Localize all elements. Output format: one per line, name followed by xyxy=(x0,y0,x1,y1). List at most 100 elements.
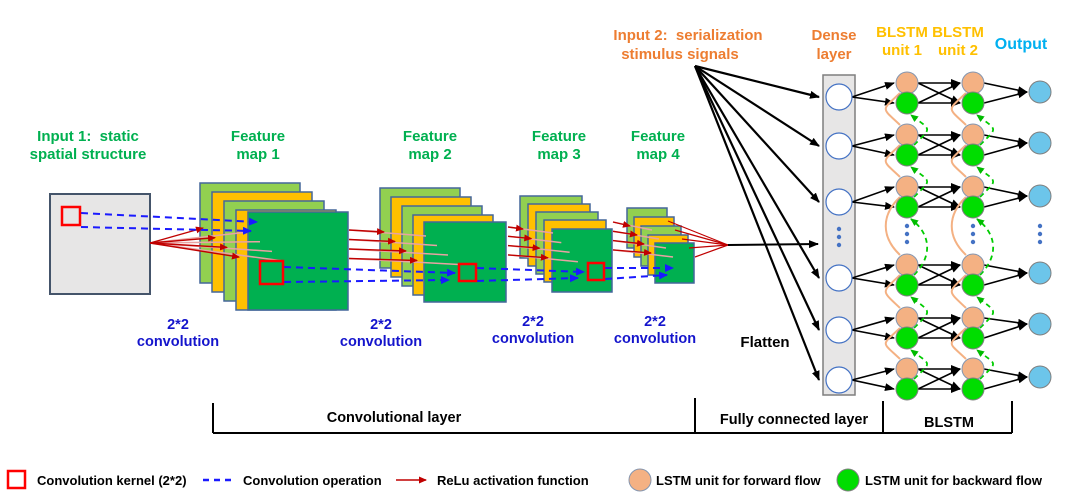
connection-arrow xyxy=(917,134,961,156)
backward-flow-arc xyxy=(910,349,929,380)
dense-layer-label-line1: Dense xyxy=(811,27,856,44)
forward-flow-arc xyxy=(884,144,901,178)
backward-lstm-node xyxy=(895,273,919,297)
legend-backward-lstm-swatch-icon xyxy=(836,468,860,492)
backward-flow-arc xyxy=(910,166,929,198)
connection-arrow xyxy=(851,82,895,98)
relu-arrow xyxy=(507,224,524,232)
relu-arrow xyxy=(348,237,396,245)
ellipsis-dot xyxy=(970,231,976,237)
connection-arrow xyxy=(917,317,961,339)
ellipsis-dot xyxy=(904,239,910,245)
input1-label-line1: Input 1: static xyxy=(37,128,139,145)
forward-flow-arc xyxy=(950,274,967,309)
blstm-unit1-label-line1: BLSTM xyxy=(876,24,928,41)
input2-arrow xyxy=(694,65,820,203)
flatten-line xyxy=(681,238,729,246)
conv-section-graphics xyxy=(49,182,819,311)
connection-arrow xyxy=(851,145,895,158)
ellipsis-dot xyxy=(970,239,976,245)
backward-flow-arc xyxy=(976,349,995,380)
blstm-unit1-label-line2: unit 1 xyxy=(882,42,922,59)
relu-arrow xyxy=(348,247,407,255)
input2-label-line1: Input 2: serialization xyxy=(613,27,762,44)
legend-backward-lstm-label: LSTM unit for backward flow xyxy=(865,473,1043,488)
convolution-kernel xyxy=(586,261,606,282)
backward-lstm-node xyxy=(961,91,985,115)
backward-lstm-node xyxy=(961,143,985,167)
connection-arrow xyxy=(917,186,961,208)
feature-map-1-label-line2: map 1 xyxy=(236,146,279,163)
connection-arrow xyxy=(917,82,961,104)
connection-arrow xyxy=(983,271,1028,286)
input2-arrow xyxy=(694,65,820,147)
connection-arrow xyxy=(983,322,1028,339)
forward-flow-arc xyxy=(950,144,967,178)
input2-arrow xyxy=(694,64,820,99)
backward-lstm-node xyxy=(961,195,985,219)
feature-map-1-label-line1: Feature xyxy=(231,128,285,145)
forward-flow-arc xyxy=(950,196,967,256)
relu-arrow xyxy=(507,234,533,242)
output-node xyxy=(1028,131,1052,155)
feature-map-2-front-sheet xyxy=(423,221,507,303)
ellipsis-dot xyxy=(1037,239,1043,245)
dense-node xyxy=(825,264,853,292)
flatten-line xyxy=(688,244,729,249)
output-node xyxy=(1028,80,1052,104)
output-node xyxy=(1028,261,1052,285)
convolution-operation-line xyxy=(476,274,579,283)
convolution-kernel xyxy=(258,259,285,286)
input2-label-line2: stimulus signals xyxy=(621,46,739,63)
input2-arrow xyxy=(694,65,820,279)
connection-arrow xyxy=(983,317,1028,327)
forward-flow-arc xyxy=(884,92,901,126)
ellipsis-dot xyxy=(904,231,910,237)
backward-lstm-node xyxy=(895,91,919,115)
connection-arrow xyxy=(983,141,1028,156)
backward-lstm-node xyxy=(961,377,985,401)
flatten-line xyxy=(667,220,729,246)
ellipsis-dot xyxy=(836,242,842,248)
relu-arrow xyxy=(612,248,652,256)
conv-label-4-line2: convolution xyxy=(614,331,696,347)
connection-arrow xyxy=(851,186,895,203)
backward-flow-arc xyxy=(910,114,929,146)
relu-line xyxy=(149,240,261,244)
forward-lstm-node xyxy=(895,175,919,199)
convolution-kernel xyxy=(60,205,82,227)
backward-lstm-node xyxy=(895,143,919,167)
ellipsis-dot xyxy=(836,234,842,240)
connection-arrow xyxy=(983,90,1028,104)
relu-arrow xyxy=(612,230,638,238)
connection-arrow xyxy=(983,194,1028,208)
backward-flow-arc xyxy=(976,296,995,329)
ellipsis-dot xyxy=(836,226,842,232)
forward-flow-arc xyxy=(950,92,967,126)
connection-arrow xyxy=(851,316,895,331)
legend-relu-label: ReLu activation function xyxy=(437,473,589,488)
relu-arrow xyxy=(149,242,228,251)
forward-lstm-node xyxy=(961,253,985,277)
dense-layer-label-line2: layer xyxy=(816,46,851,63)
connection-arrow xyxy=(851,201,895,210)
forward-flow-arc xyxy=(884,196,901,256)
section-brackets xyxy=(212,398,1013,434)
connection-arrow xyxy=(917,368,961,390)
connection-arrow xyxy=(851,277,895,288)
forward-lstm-node xyxy=(895,306,919,330)
forward-flow-arc xyxy=(884,274,901,309)
backward-lstm-node xyxy=(961,326,985,350)
flatten-label: Flatten xyxy=(740,334,789,351)
input2-arrow xyxy=(694,65,820,331)
connection-arrow xyxy=(983,82,1028,95)
connection-arrow xyxy=(983,375,1028,390)
flatten-line xyxy=(674,229,729,246)
forward-lstm-node xyxy=(895,253,919,277)
feature-map-3-label-line1: Feature xyxy=(532,128,586,145)
conv-label-1-line2: convolution xyxy=(137,334,219,350)
dense-node xyxy=(825,132,853,160)
feature-map-2-label-line2: map 2 xyxy=(408,146,451,163)
